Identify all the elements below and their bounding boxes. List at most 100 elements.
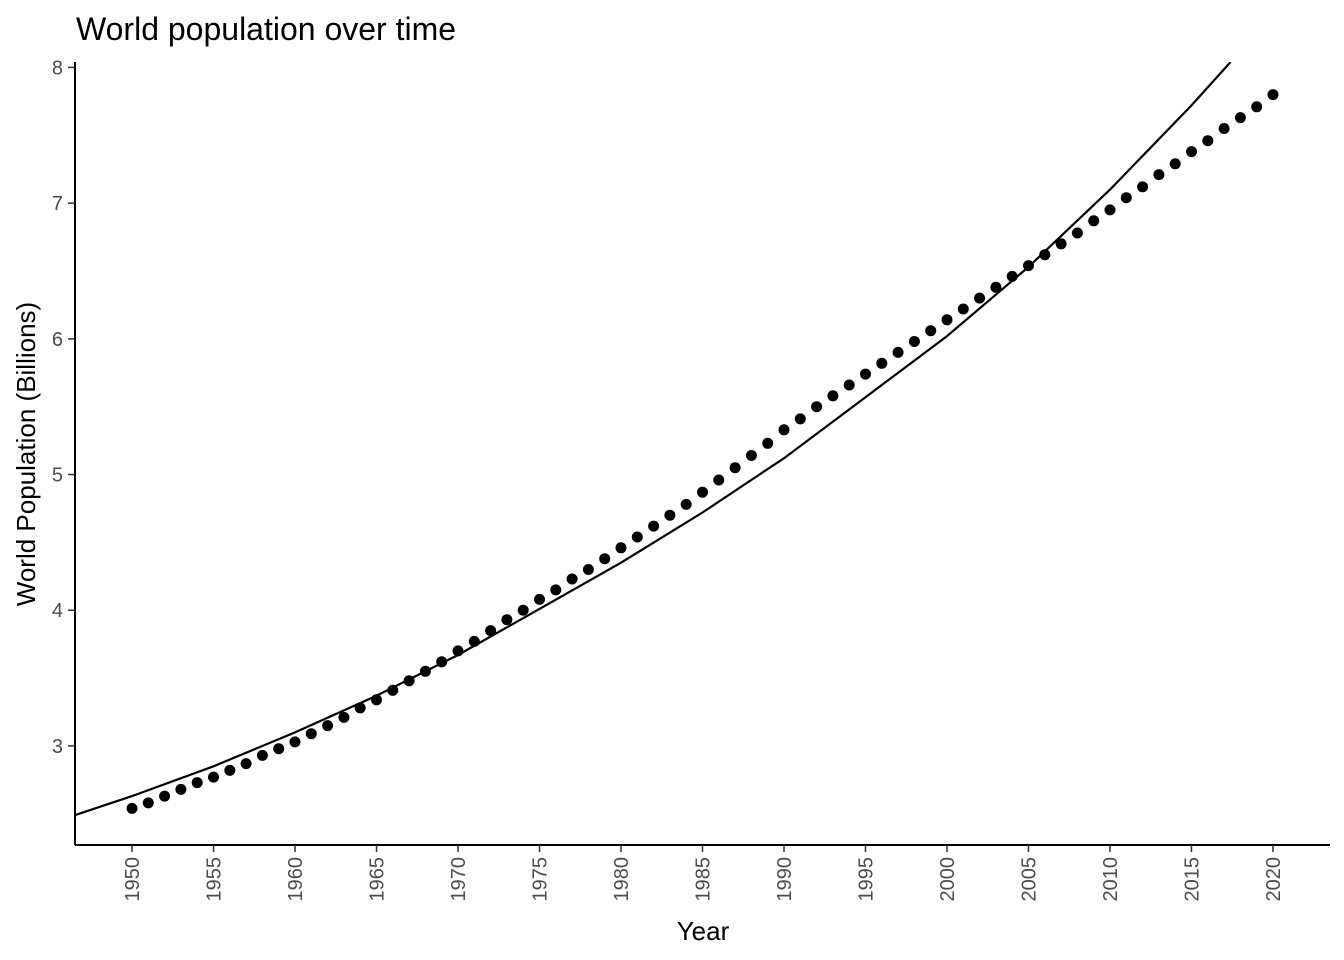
x-tick-label: 1980 bbox=[611, 857, 633, 902]
data-point bbox=[208, 771, 219, 783]
y-tick-label: 4 bbox=[52, 600, 63, 622]
data-point bbox=[582, 564, 594, 575]
data-point bbox=[957, 303, 969, 315]
x-tick-label: 1975 bbox=[530, 857, 552, 902]
data-point bbox=[371, 694, 382, 706]
fit-line-layer bbox=[75, 62, 1232, 817]
data-point bbox=[240, 758, 252, 770]
data-point bbox=[256, 749, 268, 761]
data-point bbox=[387, 684, 399, 696]
data-point bbox=[126, 802, 138, 814]
data-point bbox=[1267, 89, 1279, 101]
data-point bbox=[273, 743, 285, 755]
x-tick-label: 1960 bbox=[285, 857, 307, 902]
data-point bbox=[1023, 260, 1034, 272]
data-point bbox=[1071, 227, 1083, 239]
data-point bbox=[1169, 158, 1181, 170]
x-tick-label: 2020 bbox=[1263, 857, 1285, 902]
data-point bbox=[599, 553, 611, 565]
x-tick-label: 2015 bbox=[1181, 857, 1203, 902]
data-point bbox=[925, 325, 937, 337]
data-point bbox=[191, 777, 203, 789]
data-point bbox=[289, 736, 301, 748]
y-tick-label: 7 bbox=[52, 193, 63, 215]
data-point bbox=[1039, 249, 1051, 261]
data-point bbox=[631, 531, 643, 543]
x-tick-label: 2010 bbox=[1100, 857, 1122, 902]
data-point bbox=[1234, 112, 1246, 124]
data-point bbox=[175, 783, 187, 795]
x-tick-label: 1955 bbox=[204, 857, 226, 902]
data-point bbox=[534, 593, 545, 605]
x-tick-label: 1990 bbox=[774, 857, 796, 902]
fit-curve bbox=[75, 62, 1232, 817]
x-axis-title: Year bbox=[677, 916, 730, 946]
data-point bbox=[452, 645, 464, 657]
y-tick-label: 8 bbox=[52, 57, 63, 79]
data-point bbox=[1006, 270, 1018, 282]
data-point bbox=[974, 292, 986, 304]
data-point bbox=[1218, 123, 1230, 134]
data-point bbox=[827, 390, 839, 402]
data-point bbox=[1186, 146, 1197, 158]
data-point bbox=[1137, 181, 1149, 193]
data-point bbox=[338, 711, 350, 723]
data-point bbox=[305, 728, 317, 740]
data-point bbox=[403, 675, 415, 687]
y-tick-label: 6 bbox=[52, 329, 63, 351]
data-point bbox=[990, 281, 1002, 293]
data-point bbox=[729, 462, 741, 474]
data-point bbox=[1120, 192, 1132, 204]
data-point bbox=[892, 346, 904, 358]
data-point bbox=[485, 625, 497, 637]
data-point bbox=[436, 656, 448, 668]
data-point bbox=[615, 542, 627, 554]
data-point bbox=[501, 614, 513, 626]
data-point bbox=[680, 498, 692, 510]
data-point bbox=[876, 357, 888, 369]
data-point bbox=[1202, 135, 1214, 147]
data-point bbox=[762, 437, 774, 449]
data-point bbox=[941, 314, 953, 326]
data-point bbox=[468, 635, 480, 647]
data-point bbox=[908, 336, 920, 347]
x-tick-label: 2005 bbox=[1018, 857, 1040, 902]
x-tick-label: 1970 bbox=[448, 857, 470, 902]
x-axis-ticks: 1950 1955 1960 1965 1970 1975 1980 1985 1990 1995… bbox=[122, 845, 1285, 902]
data-point bbox=[1153, 169, 1165, 181]
data-point bbox=[843, 379, 855, 391]
y-tick-label: 3 bbox=[52, 736, 63, 758]
data-point bbox=[354, 702, 366, 714]
data-point bbox=[697, 486, 708, 498]
data-point bbox=[664, 509, 676, 521]
data-point bbox=[517, 604, 529, 616]
data-point bbox=[419, 665, 431, 677]
data-point bbox=[159, 790, 171, 802]
data-point bbox=[566, 573, 578, 585]
data-point bbox=[713, 474, 725, 486]
data-point bbox=[794, 413, 806, 425]
data-point bbox=[648, 520, 660, 532]
x-tick-label: 1995 bbox=[855, 857, 877, 902]
x-tick-label: 1965 bbox=[367, 857, 389, 902]
y-axis-ticks: 3 4 5 6 7 8 bbox=[52, 57, 75, 758]
x-tick-label: 2000 bbox=[937, 857, 959, 902]
y-axis-title: World Population (Billions) bbox=[11, 302, 41, 606]
data-point bbox=[811, 401, 823, 413]
data-point bbox=[860, 368, 871, 380]
data-point bbox=[224, 764, 236, 776]
data-point bbox=[142, 797, 154, 809]
data-point bbox=[550, 584, 562, 596]
data-point bbox=[745, 450, 757, 461]
data-point bbox=[1104, 204, 1116, 216]
x-tick-label: 1950 bbox=[122, 857, 144, 902]
data-points-layer bbox=[126, 89, 1279, 814]
x-tick-label: 1985 bbox=[693, 857, 715, 902]
data-point bbox=[322, 720, 334, 732]
chart-title: World population over time bbox=[76, 11, 456, 47]
data-point bbox=[1055, 238, 1067, 250]
data-point bbox=[778, 424, 790, 436]
y-tick-label: 5 bbox=[52, 465, 63, 487]
data-point bbox=[1088, 215, 1100, 227]
